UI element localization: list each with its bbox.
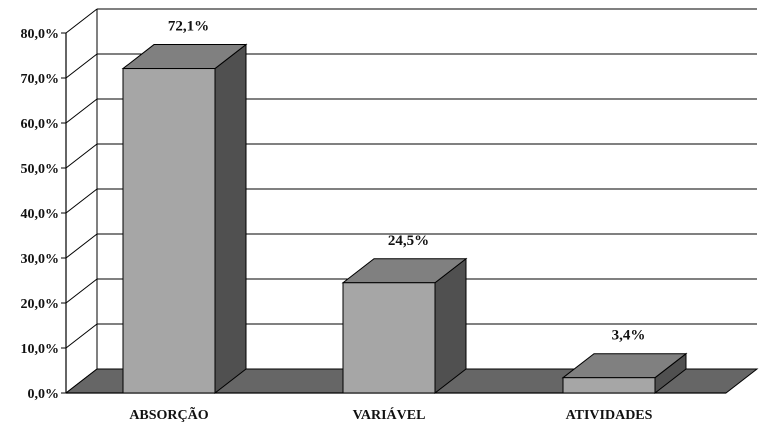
bar-front bbox=[122, 68, 216, 394]
gridline-depth bbox=[65, 278, 98, 304]
bars bbox=[121, 43, 688, 395]
y-tick-label: 60,0% bbox=[21, 117, 60, 132]
bar bbox=[561, 352, 688, 395]
y-tick-label: 50,0% bbox=[21, 162, 60, 177]
y-tick-label: 80,0% bbox=[21, 27, 60, 42]
gridline-depth bbox=[65, 143, 98, 169]
bar-front bbox=[342, 282, 436, 394]
y-tick-label: 0,0% bbox=[28, 387, 60, 402]
gridline-depth bbox=[65, 98, 98, 124]
gridline-depth bbox=[65, 323, 98, 349]
y-tick-label: 10,0% bbox=[21, 342, 60, 357]
data-label: 24,5% bbox=[388, 233, 429, 249]
gridline-depth bbox=[65, 53, 98, 79]
labels: 0,0% 10,0% 20,0% 30,0% 40,0% 50,0% 60,0% 70,0% 8… bbox=[21, 19, 653, 423]
bar-side bbox=[214, 43, 247, 395]
gridline-depth bbox=[65, 233, 98, 259]
x-tick-label: ABSORÇÃO bbox=[129, 405, 208, 423]
data-label: 3,4% bbox=[612, 328, 646, 344]
data-label: 72,1% bbox=[168, 19, 209, 35]
y-tick-label: 70,0% bbox=[21, 72, 60, 87]
y-tick-label: 40,0% bbox=[21, 207, 60, 222]
x-tick-label: ATIVIDADES bbox=[566, 408, 653, 423]
x-tick-label: VARIÁVEL bbox=[353, 406, 426, 423]
bar-front bbox=[562, 377, 656, 394]
y-tick-label: 20,0% bbox=[21, 297, 60, 312]
gridline-depth bbox=[65, 8, 98, 34]
gridline-depth bbox=[65, 188, 98, 214]
bar bbox=[341, 257, 468, 395]
y-tick-label: 30,0% bbox=[21, 252, 60, 267]
bar bbox=[121, 43, 248, 395]
